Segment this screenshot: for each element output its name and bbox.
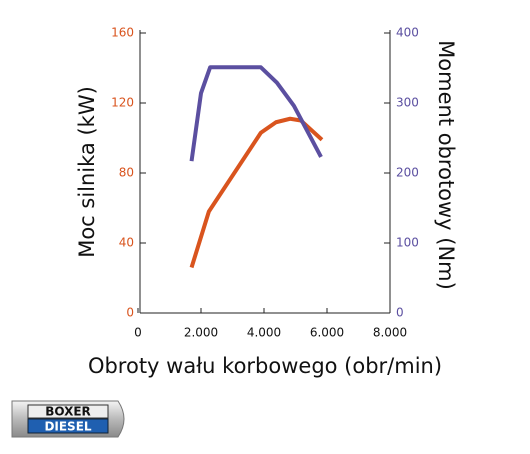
- y-tick-label: 0: [126, 306, 134, 320]
- y2-tick-label: 300: [396, 96, 419, 110]
- logo-bottom-text: DIESEL: [44, 420, 91, 434]
- x-tick-label: 2.000: [184, 326, 218, 340]
- x-tick-label: 6.000: [310, 326, 344, 340]
- logo: BOXER DIESEL: [11, 400, 125, 438]
- y2-axis-label: Moment obrotowy (Nm): [434, 40, 458, 290]
- logo-bottom-box: [27, 418, 109, 434]
- y2-tick-label: 100: [396, 236, 419, 250]
- x-tick-label: 4.000: [247, 326, 281, 340]
- logo-top-box: [27, 404, 109, 419]
- series-line: [189, 116, 324, 269]
- y-tick-label: 80: [119, 166, 134, 180]
- y2-tick-label: 200: [396, 166, 419, 180]
- y2-tick-label: 400: [396, 26, 419, 40]
- y2-tick-label: 0: [396, 306, 404, 320]
- y-tick-label: 160: [111, 26, 134, 40]
- logo-top-text: BOXER: [45, 405, 91, 419]
- x-axis-label: Obroty wału korbowego (obr/min): [88, 354, 442, 378]
- series-line: [189, 65, 323, 162]
- y-tick-label: 120: [111, 96, 134, 110]
- y-axis-label: Moc silnika (kW): [75, 86, 99, 258]
- x-tick-label: 0: [134, 326, 142, 340]
- y-tick-label: 40: [119, 236, 134, 250]
- x-tick-label: 8.000: [373, 326, 407, 340]
